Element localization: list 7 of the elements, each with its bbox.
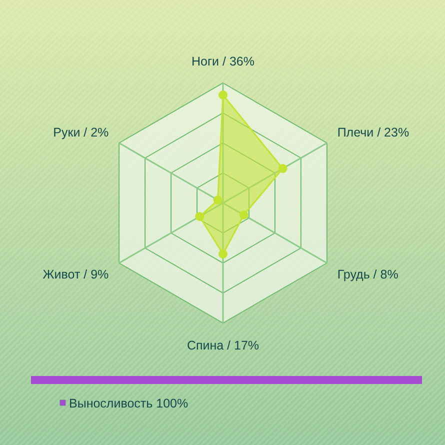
spoke-label: Грудь / 8% xyxy=(337,267,398,282)
spoke-label: Ноги / 36% xyxy=(192,54,254,68)
spoke-label: Плечи / 23% xyxy=(337,125,410,140)
spoke-label: Живот / 9% xyxy=(42,267,109,282)
spoke-label: Руки / 2% xyxy=(53,125,109,140)
series-label: Выносливость 100% xyxy=(69,396,188,410)
spoke-label: Спина / 17% xyxy=(186,338,260,352)
